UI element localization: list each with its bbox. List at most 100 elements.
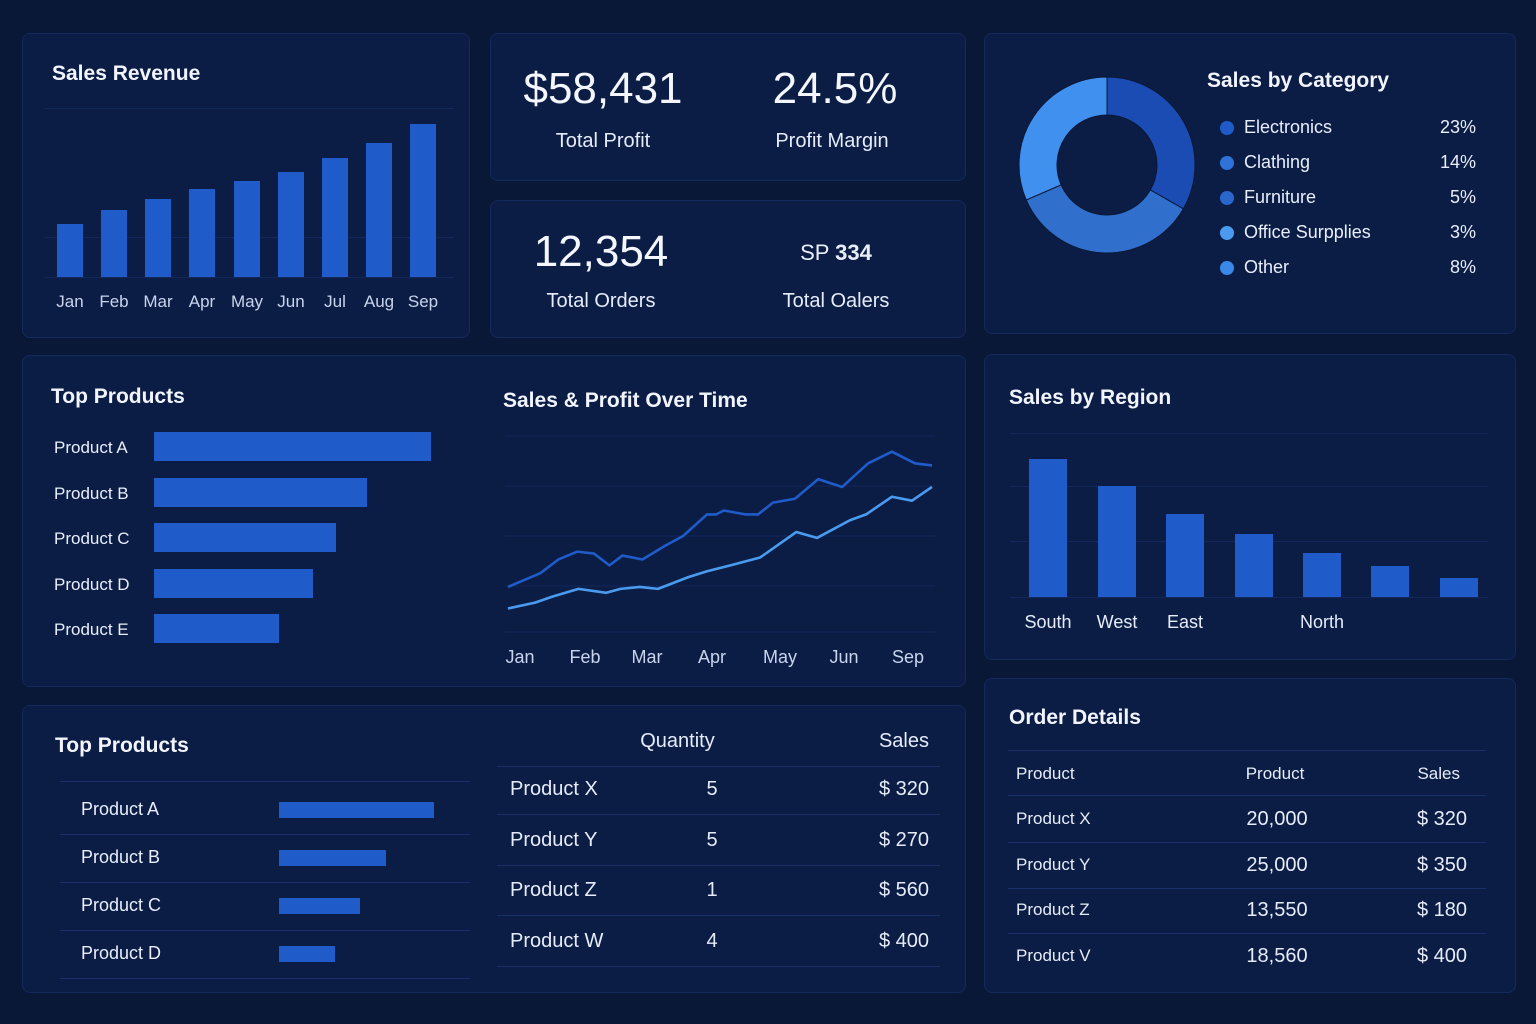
order-details-title: Order Details — [1009, 706, 1141, 729]
table-cell-sales: $ 400 — [878, 929, 929, 952]
total-oalers-label: Total Oalers — [782, 290, 890, 312]
x-tick-label: Jan — [505, 647, 535, 667]
product-bar — [154, 432, 431, 461]
revenue-bar — [366, 143, 392, 277]
legend-percent: 14% — [1439, 152, 1476, 172]
sales-revenue-title: Sales Revenue — [52, 62, 201, 85]
region-label: East — [1166, 612, 1204, 632]
x-tick-label: Apr — [697, 647, 726, 667]
divider — [497, 864, 940, 866]
product-bar — [154, 523, 336, 552]
gridline — [1010, 486, 1488, 487]
kpi-panel-profit — [490, 33, 966, 181]
order-cell-quantity: 18,560 — [1246, 945, 1308, 968]
region-bar — [1098, 486, 1136, 597]
legend-percent: 3% — [1449, 222, 1476, 242]
product-label: Product E — [54, 620, 129, 639]
order-cell-product: Product Z — [1016, 900, 1090, 920]
revenue-bar — [189, 189, 215, 277]
revenue-bar — [234, 181, 260, 277]
order-cell-sales: $ 350 — [1416, 853, 1467, 876]
x-tick-label: Jul — [324, 292, 346, 311]
divider — [497, 965, 940, 967]
x-tick-label: Jan — [56, 292, 84, 311]
sales-by-category-title: Sales by Category — [1207, 69, 1390, 92]
kpi-panel-orders — [490, 200, 966, 338]
order-cell-sales: $ 400 — [1416, 945, 1467, 968]
legend-label: Other — [1244, 257, 1290, 277]
revenue-bar — [145, 199, 171, 277]
divider — [497, 766, 940, 767]
sales-profit-title: Sales & Profit Over Time — [503, 389, 748, 412]
divider — [497, 814, 940, 815]
order-cell-sales: $ 180 — [1416, 899, 1467, 922]
x-tick-label: Aug — [363, 292, 395, 311]
product-bar — [279, 946, 335, 962]
legend-percent: 8% — [1449, 257, 1476, 277]
order-cell-quantity: 13,550 — [1246, 899, 1308, 922]
divider — [60, 882, 470, 883]
total-orders-value: 12,354 — [533, 227, 669, 276]
top-products-title: Top Products — [51, 385, 185, 408]
x-tick-label: Apr — [188, 292, 216, 311]
order-cell-product: Product V — [1016, 946, 1091, 966]
gridline — [1010, 597, 1488, 598]
gridline — [1010, 433, 1488, 434]
order-header-sales: Sales — [1417, 764, 1460, 783]
divider — [1008, 933, 1486, 935]
product-label: Product A — [81, 799, 160, 819]
product-bar — [279, 802, 434, 818]
divider — [1008, 795, 1486, 796]
table-cell-quantity: 5 — [706, 828, 718, 851]
profit-margin-value: 24.5% — [772, 64, 898, 113]
top-products-table-panel — [22, 705, 966, 993]
divider — [497, 915, 940, 916]
x-tick-label: May — [230, 292, 264, 311]
product-label: Product B — [81, 847, 161, 867]
region-bar — [1235, 534, 1273, 597]
table-cell-product: Product X — [510, 778, 598, 800]
table-header-sales: Sales — [878, 730, 929, 752]
divider — [1008, 842, 1486, 843]
legend-item: Office Surpplies 3% — [1220, 222, 1476, 243]
legend-label: Electronics — [1244, 117, 1333, 137]
legend-dot-icon — [1220, 190, 1234, 205]
order-header-product: Product — [1016, 764, 1075, 783]
order-cell-quantity: 20,000 — [1246, 808, 1308, 830]
table-cell-quantity: 4 — [706, 929, 718, 952]
x-tick-label: May — [762, 647, 797, 667]
table-cell-quantity: 5 — [706, 778, 718, 800]
region-bar — [1440, 578, 1478, 597]
legend-label: Furniture — [1244, 187, 1317, 207]
total-orders-label: Total Orders — [546, 290, 656, 312]
top-products-list-title: Top Products — [55, 734, 189, 757]
product-bar — [154, 568, 313, 598]
product-label: Product C — [81, 895, 162, 915]
table-cell-quantity: 1 — [706, 879, 718, 901]
x-tick-label: Mar — [143, 292, 173, 311]
x-tick-label: Feb — [99, 292, 129, 311]
product-label: Product D — [54, 574, 130, 594]
region-label: North — [1299, 612, 1344, 632]
x-tick-label: Sep — [891, 647, 925, 667]
region-bar — [1029, 459, 1067, 597]
legend-dot-icon — [1220, 225, 1234, 240]
gridline — [44, 108, 454, 109]
product-bar — [154, 614, 279, 643]
order-cell-product: Product X — [1016, 809, 1091, 828]
order-details-panel — [984, 678, 1516, 993]
region-bar — [1166, 514, 1204, 597]
legend-label: Office Surpplies — [1244, 222, 1371, 242]
x-tick-label: Feb — [569, 647, 601, 667]
revenue-bar — [57, 224, 83, 277]
table-cell-product: Product Z — [510, 879, 597, 901]
revenue-bar — [278, 172, 304, 277]
table-cell-sales: $ 270 — [878, 828, 929, 851]
divider — [60, 930, 470, 931]
region-label: South — [1024, 612, 1072, 632]
table-cell-product: Product Y — [510, 828, 598, 851]
divider — [60, 781, 470, 782]
legend-dot-icon — [1220, 120, 1234, 135]
x-tick-label: Mar — [631, 647, 663, 667]
order-cell-quantity: 25,000 — [1246, 853, 1308, 876]
